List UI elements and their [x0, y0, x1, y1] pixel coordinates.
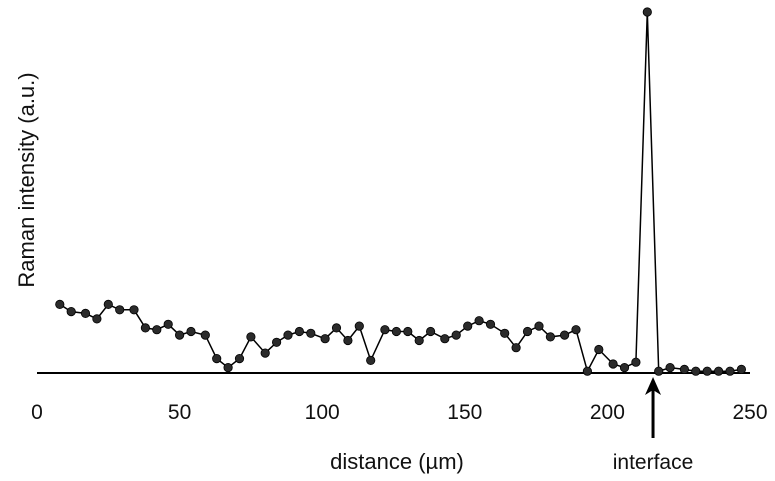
- data-point: [80, 308, 91, 318]
- x-tick-label: 200: [590, 401, 625, 424]
- data-point: [246, 332, 256, 342]
- data-point: [380, 325, 390, 335]
- data-point: [500, 328, 510, 338]
- interface-label: interface: [613, 451, 694, 474]
- data-point: [485, 319, 496, 329]
- data-point: [522, 326, 533, 337]
- data-point: [391, 326, 401, 337]
- x-tick-label: 100: [305, 401, 340, 424]
- data-point: [294, 326, 304, 337]
- data-point: [582, 366, 593, 376]
- data-point: [140, 323, 150, 333]
- data-point: [175, 330, 185, 340]
- x-axis-title: distance (µm): [330, 449, 464, 474]
- data-point: [212, 353, 222, 364]
- data-point: [463, 321, 473, 331]
- data-point: [354, 321, 364, 331]
- data-point: [260, 348, 270, 358]
- x-tick-label: 250: [732, 401, 767, 424]
- series-line: [59, 11, 742, 374]
- data-point: [66, 306, 76, 317]
- data-point: [594, 344, 604, 355]
- data-point: [679, 364, 690, 374]
- data-point: [725, 366, 735, 376]
- data-point: [654, 366, 664, 376]
- data-point: [186, 326, 196, 337]
- data-point: [283, 330, 293, 340]
- data-point: [559, 330, 570, 340]
- data-point: [55, 299, 65, 309]
- data-point: [115, 305, 125, 315]
- data-point: [631, 357, 641, 367]
- data-point: [534, 321, 544, 331]
- data-point: [343, 335, 353, 346]
- data-point: [331, 323, 342, 333]
- data-point: [571, 325, 581, 335]
- x-tick-label: 50: [168, 401, 191, 424]
- data-point: [691, 366, 701, 376]
- data-point: [103, 299, 113, 309]
- data-point: [200, 330, 210, 340]
- data-point: [129, 305, 139, 315]
- data-point: [223, 362, 233, 373]
- data-point: [320, 334, 330, 344]
- data-point: [474, 316, 484, 326]
- data-point: [736, 364, 747, 374]
- data-point: [366, 355, 376, 365]
- data-point: [414, 335, 424, 346]
- data-point: [271, 337, 282, 347]
- data-point: [642, 7, 652, 17]
- data-point: [234, 353, 245, 364]
- data-point: [306, 328, 316, 338]
- y-axis-title: Raman intensity (a.u.): [14, 72, 39, 287]
- data-point: [152, 325, 162, 335]
- data-point: [451, 330, 461, 340]
- data-point: [425, 326, 436, 337]
- interface-arrow-icon: [645, 377, 662, 395]
- data-point: [702, 366, 712, 376]
- data-point: [608, 359, 618, 369]
- data-point: [545, 332, 556, 342]
- data-point: [440, 334, 450, 344]
- x-tick-label: 0: [31, 401, 43, 424]
- data-point: [511, 343, 521, 353]
- data-point: [163, 319, 173, 329]
- data-point: [665, 362, 675, 373]
- data-point: [403, 326, 413, 337]
- data-point: [619, 362, 630, 373]
- data-point: [713, 366, 724, 376]
- x-tick-label: 150: [447, 401, 482, 424]
- data-point: [92, 314, 102, 324]
